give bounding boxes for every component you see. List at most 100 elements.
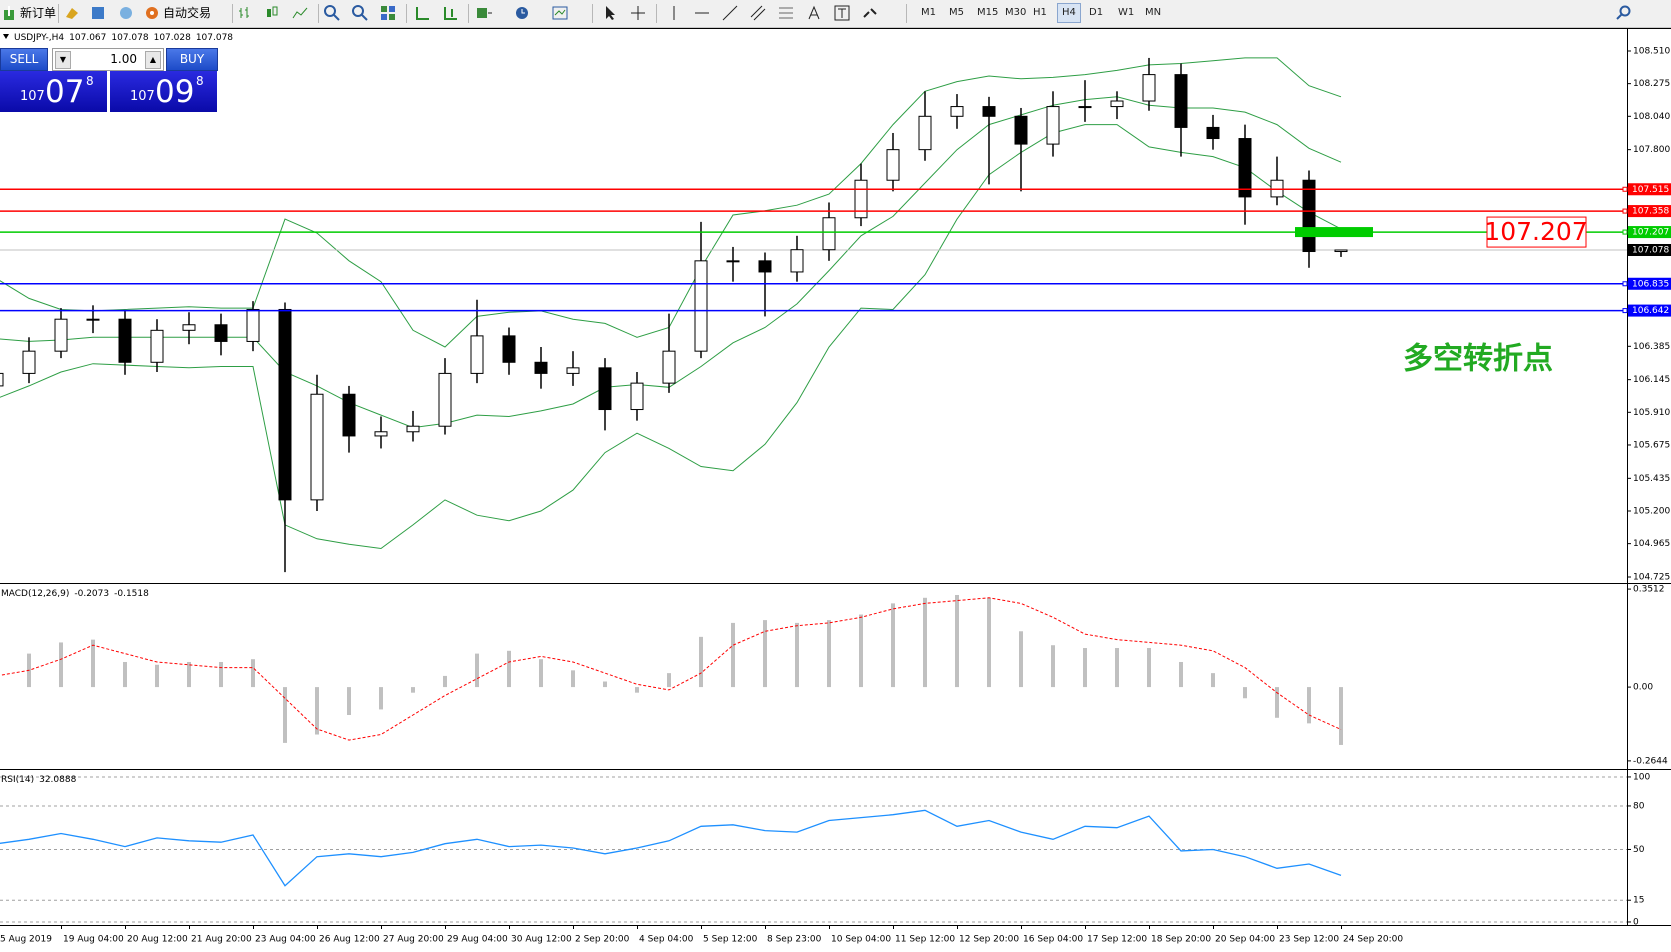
timeframe-button[interactable]: D1 <box>1089 7 1104 18</box>
search-icon[interactable] <box>1616 5 1632 21</box>
y-tick-label: 108.040 <box>1633 112 1670 122</box>
cursor-icon[interactable] <box>602 5 618 21</box>
candle-body <box>790 249 804 273</box>
candle-body <box>534 361 548 374</box>
level-label-bg <box>1628 205 1671 218</box>
histogram-bar <box>1083 648 1087 688</box>
pane-header: USDJPY-,H4 107.067 107.078 107.028 107.078 <box>14 33 233 43</box>
bid-quote[interactable]: 107 07 8 <box>0 71 107 112</box>
timeframe-button[interactable]: M30 <box>1005 7 1027 18</box>
level-callout-box <box>1486 216 1587 248</box>
timeframe-button[interactable]: M5 <box>949 7 964 18</box>
level-label: 106.642 <box>1632 306 1669 316</box>
vline-icon[interactable] <box>666 5 682 21</box>
timeframe-button[interactable]: MN <box>1145 7 1162 18</box>
separator <box>58 4 59 23</box>
chart-annotation: 多空转折点 <box>1403 342 1553 377</box>
crosshair-icon[interactable] <box>630 5 646 21</box>
level-marker <box>1295 227 1373 238</box>
autoscroll-icon[interactable] <box>414 5 430 21</box>
y-tick-label: 0 <box>1633 917 1639 927</box>
histogram-bar <box>187 661 191 688</box>
separator <box>406 4 407 23</box>
level-label-bg <box>1628 226 1671 239</box>
x-tick-label: 26 Aug 12:00 <box>319 935 380 945</box>
arrows-icon[interactable] <box>862 5 878 21</box>
ask-pips: 09 <box>155 74 195 110</box>
new-order-button[interactable]: 新订单 <box>20 6 57 20</box>
last-price-label: 107.078 <box>1632 245 1669 255</box>
templates-icon[interactable] <box>552 5 568 21</box>
indicator-name: RSI(14) <box>1 775 34 785</box>
timeframe-button[interactable]: H1 <box>1033 7 1047 18</box>
indicator-value: -0.2073 <box>74 589 109 599</box>
buy-button[interactable]: BUY <box>166 48 218 71</box>
label-icon[interactable] <box>834 5 850 21</box>
trendline-icon[interactable] <box>722 5 738 21</box>
sell-button[interactable]: SELL <box>0 48 48 71</box>
level-label-bg <box>1628 277 1671 290</box>
channel-icon[interactable] <box>750 5 766 21</box>
chart-shift-icon[interactable] <box>442 5 458 21</box>
level-label: 107.358 <box>1632 207 1669 217</box>
text-icon[interactable] <box>806 5 822 21</box>
hline-icon[interactable] <box>694 5 710 21</box>
histogram-bar <box>571 670 575 688</box>
lot-value[interactable]: 1.00 <box>110 52 137 66</box>
auto-trading-button[interactable]: 自动交易 <box>163 6 212 20</box>
histogram-bar <box>699 636 703 688</box>
tool-icon[interactable] <box>118 5 134 21</box>
fibo-icon[interactable] <box>778 5 794 21</box>
candle-body <box>86 318 100 321</box>
level-callout: 107.207 <box>1484 217 1587 246</box>
separator <box>592 4 593 23</box>
new-order-icon[interactable] <box>2 5 18 21</box>
candle-body <box>470 335 484 374</box>
histogram-bar <box>443 675 447 688</box>
candle-body <box>918 115 932 151</box>
ask-big-figure: 107 <box>130 89 155 104</box>
tile-icon[interactable] <box>380 5 396 21</box>
separator <box>656 4 657 23</box>
x-tick-label: 19 Aug 04:00 <box>63 935 124 945</box>
candle-body <box>118 318 132 363</box>
timeframe-button[interactable]: M1 <box>921 7 936 18</box>
indicator-name: MACD(12,26,9) <box>1 589 69 599</box>
lot-field[interactable]: ▼ 1.00 ▲ <box>52 48 164 71</box>
candle-body <box>54 318 68 352</box>
y-tick-label: 106.385 <box>1633 342 1670 352</box>
ask-quote[interactable]: 107 09 8 <box>110 71 217 112</box>
pane-header: MACD(12,26,9) -0.2073 -0.1518 <box>1 589 149 599</box>
y-tick-label: 104.725 <box>1633 572 1670 582</box>
y-tick-label: -0.2644 <box>1633 756 1668 766</box>
tool-icon[interactable] <box>90 5 106 21</box>
candle-body <box>854 179 868 219</box>
zoom-out-icon[interactable] <box>352 5 368 21</box>
auto-trading-icon[interactable] <box>144 5 160 21</box>
histogram-bar <box>667 673 671 688</box>
timeframe-button[interactable]: W1 <box>1118 7 1135 18</box>
timeframe-button[interactable]: H4 <box>1057 3 1081 23</box>
y-tick-label: 80 <box>1633 801 1645 811</box>
periods-icon[interactable] <box>514 5 530 21</box>
separator <box>318 4 319 23</box>
y-tick-label: 108.275 <box>1633 79 1670 89</box>
indicators-icon[interactable] <box>476 5 492 21</box>
line-chart-icon[interactable] <box>292 5 308 21</box>
candle-body <box>438 372 452 427</box>
lot-up[interactable]: ▲ <box>145 51 161 69</box>
candle-body <box>214 324 228 342</box>
histogram-bar <box>1339 687 1343 745</box>
candle-body <box>1110 100 1124 108</box>
histogram-bar <box>955 594 959 688</box>
lot-down[interactable]: ▼ <box>55 51 71 69</box>
tool-icon[interactable] <box>64 5 80 21</box>
zoom-in-icon[interactable] <box>324 5 340 21</box>
candle-body <box>150 329 164 363</box>
candle-chart-icon[interactable] <box>264 5 280 21</box>
y-tick-label: 105.200 <box>1633 506 1670 516</box>
candle-body <box>566 367 580 374</box>
timeframe-button[interactable]: M15 <box>977 7 999 18</box>
x-tick-label: 23 Aug 04:00 <box>255 935 316 945</box>
bar-chart-icon[interactable] <box>238 5 254 21</box>
